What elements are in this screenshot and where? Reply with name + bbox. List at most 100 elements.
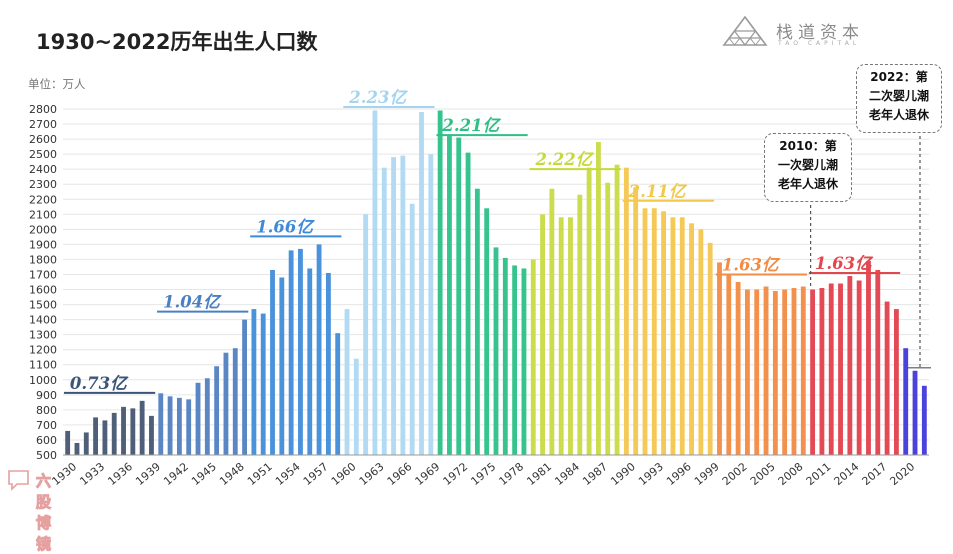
x-tick-label: 2020 — [887, 460, 917, 488]
bar — [288, 250, 294, 455]
bar — [260, 313, 266, 455]
x-tick-label: 2017 — [860, 460, 890, 488]
bar — [158, 393, 164, 455]
bar — [344, 309, 350, 455]
bar — [726, 274, 732, 455]
bar — [167, 396, 173, 455]
x-tick-label: 1975 — [468, 460, 498, 488]
bar — [130, 408, 136, 455]
bar — [93, 417, 99, 455]
y-tick-label: 500 — [36, 449, 57, 462]
x-tick-label: 1960 — [329, 460, 359, 488]
bar — [670, 217, 676, 455]
bar — [782, 289, 788, 455]
callout-line: 老年人退休 — [868, 108, 929, 122]
y-tick-label: 1700 — [29, 268, 57, 281]
bar — [819, 288, 825, 455]
y-tick-label: 1400 — [29, 314, 57, 327]
x-tick-label: 1951 — [245, 460, 275, 488]
y-tick-label: 600 — [36, 434, 57, 447]
x-tick-label: 1954 — [273, 460, 303, 488]
bar — [772, 291, 778, 455]
birth-population-chart: 500 600 700 800 900 1000 1100 1200 1300 1400 1500 1… — [29, 88, 931, 488]
x-tick-label: 1990 — [608, 460, 638, 488]
bar — [325, 272, 331, 455]
bar — [540, 214, 545, 455]
bar — [679, 217, 685, 455]
bar — [83, 432, 89, 455]
x-tick-label: 1981 — [524, 460, 554, 488]
y-tick-label: 2700 — [29, 118, 57, 131]
callout-line: 老年人退休 — [777, 177, 838, 191]
x-tick-label: 2008 — [776, 460, 806, 488]
bar — [549, 188, 555, 455]
bar — [186, 399, 192, 455]
watermark-bubble-icon — [8, 470, 29, 491]
bar — [419, 112, 424, 455]
bar — [698, 229, 704, 455]
bar — [102, 420, 108, 455]
bar — [828, 283, 834, 455]
callout-2010: 2010：第 一次婴儿潮 老年人退休 — [764, 133, 852, 202]
bar — [139, 400, 145, 455]
x-tick-label: 1942 — [161, 460, 191, 488]
era-total-label: 2.23亿 — [348, 88, 408, 107]
bar — [195, 382, 201, 455]
bar — [391, 157, 396, 455]
bar — [614, 164, 620, 455]
bar — [363, 214, 369, 455]
bar — [754, 289, 760, 455]
bar — [744, 289, 750, 455]
y-tick-label: 2600 — [29, 133, 57, 146]
bar — [921, 385, 927, 455]
era-total-label: 0.73亿 — [70, 374, 129, 393]
bar — [512, 265, 518, 455]
bar — [586, 167, 592, 456]
bar — [428, 154, 434, 455]
bar — [223, 352, 229, 455]
bar — [577, 194, 583, 455]
bar — [270, 269, 275, 455]
x-tick-label: 1984 — [552, 460, 582, 488]
callout-2022: 2022：第 二次婴儿潮 老年人退休 — [856, 64, 942, 133]
bar — [605, 182, 611, 455]
era-total-label: 1.66亿 — [256, 217, 315, 236]
bar — [689, 223, 694, 455]
bar — [903, 348, 909, 455]
bar — [204, 378, 210, 455]
x-tick-label: 1987 — [580, 460, 610, 488]
bar — [633, 187, 639, 456]
bar — [316, 244, 322, 455]
bar — [596, 142, 601, 456]
bar — [437, 110, 443, 456]
bar — [242, 319, 248, 455]
x-tick-label: 1978 — [496, 460, 526, 488]
era-total-label: 1.63亿 — [815, 254, 874, 273]
y-tick-label: 1100 — [29, 359, 57, 372]
x-tick-label: 1945 — [189, 460, 219, 488]
bar — [875, 269, 881, 455]
x-tick-label: 2011 — [804, 460, 834, 488]
y-tick-label: 2400 — [29, 163, 57, 176]
bar — [74, 442, 80, 455]
bar — [214, 366, 220, 455]
unit-label: 单位：万人 — [28, 77, 86, 91]
bar — [893, 309, 899, 455]
bar — [307, 268, 313, 455]
bar — [232, 348, 238, 455]
bar — [717, 262, 722, 455]
bar — [111, 412, 117, 455]
bar — [353, 358, 359, 455]
era-total-label: 2.22亿 — [535, 150, 595, 169]
bar — [465, 152, 471, 455]
callout-line: 一次婴儿潮 — [777, 158, 838, 172]
x-tick-label: 1930 — [49, 460, 79, 488]
bar — [763, 286, 769, 455]
bar — [838, 283, 843, 455]
x-tick-label: 1966 — [385, 460, 415, 488]
bar — [810, 289, 816, 455]
x-tick-label: 1969 — [413, 460, 443, 488]
brand-logo: 栈道资本 TAO CAPITAL — [722, 16, 912, 50]
era-total-label: 2.11亿 — [628, 182, 688, 201]
bar — [372, 110, 378, 456]
